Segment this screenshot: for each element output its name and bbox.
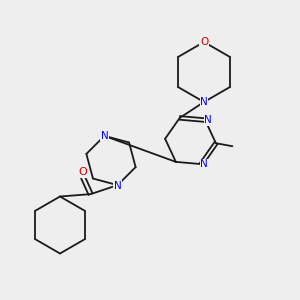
Text: N: N [200,97,208,107]
Text: N: N [100,131,108,141]
Text: N: N [204,115,212,125]
Text: O: O [200,37,208,47]
Text: N: N [200,159,208,169]
Text: O: O [79,167,88,177]
Text: N: N [114,181,122,191]
